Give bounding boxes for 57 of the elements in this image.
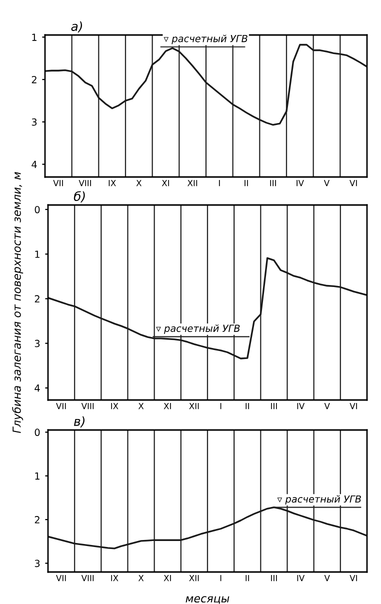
chart-title: в) [74,416,84,428]
ref-line-label: ▿ расчетный УГВ [277,495,361,505]
y-tick-label: 0 [34,206,40,214]
x-tick-label: VIII [78,180,91,186]
x-axis-title: месяцы [186,596,230,604]
y-tick-label: 0 [34,428,40,436]
x-tick-label: V [324,180,330,186]
x-tick-label: XII [188,180,198,186]
x-tick-label: XII [189,575,199,582]
x-tick-label: XI [164,575,171,582]
y-tick-label: 2 [32,76,36,84]
y-tick-label: 1 [35,250,40,258]
y-axis-title: Глубина залегания от поверхности земли, м [12,172,24,434]
chart-title: б) [74,191,85,202]
x-tick-label: IV [296,180,304,186]
x-tick-label: I [219,180,220,186]
y-tick-label: 4 [34,384,40,392]
x-tick-label: II [244,180,248,186]
x-tick-label: VI [350,403,357,410]
y-tick-label: 1 [32,34,36,41]
x-tick-label: X [138,575,144,582]
x-tick-label: XI [162,180,170,186]
x-tick-label: VI [350,575,357,582]
x-tick-label: II [246,403,250,410]
x-tick-label: X [138,403,144,410]
x-tick-label: VII [53,180,63,186]
x-tick-label: III [271,575,277,582]
x-tick-label: III [271,403,277,410]
y-tick-label: 1 [35,472,40,480]
x-tick-label: V [324,575,330,582]
x-tick-label: XI [164,403,171,410]
x-tick-label: X [136,180,142,186]
x-tick-label: V [324,403,330,410]
x-tick-label: VI [350,180,357,186]
x-tick-label: VII [56,403,66,410]
y-tick-label: 2 [34,516,40,524]
x-tick-label: VIII [81,575,94,582]
y-tick-label: 3 [34,560,40,568]
x-tick-label: I [220,403,222,410]
x-tick-label: IX [111,575,118,582]
ref-line-label: ▿ расчетный УГВ [156,324,240,334]
y-tick-label: 3 [32,118,37,126]
x-tick-label: XII [189,403,199,410]
y-tick-label: 3 [34,340,40,348]
x-tick-label: VII [56,575,66,582]
y-tick-label: 4 [32,160,37,168]
x-tick-label: III [270,180,276,186]
ref-line-label: ▿ расчетный УГВ [164,34,248,44]
x-tick-label: IV [297,403,305,410]
x-tick-label: IX [108,180,116,186]
x-tick-label: II [246,575,250,582]
x-tick-label: IX [111,403,118,410]
chart-title: а) [71,21,82,32]
x-tick-label: I [220,575,222,582]
x-tick-label: VIII [81,403,94,410]
y-tick-label: 2 [34,295,40,302]
x-tick-label: IV [297,575,305,582]
